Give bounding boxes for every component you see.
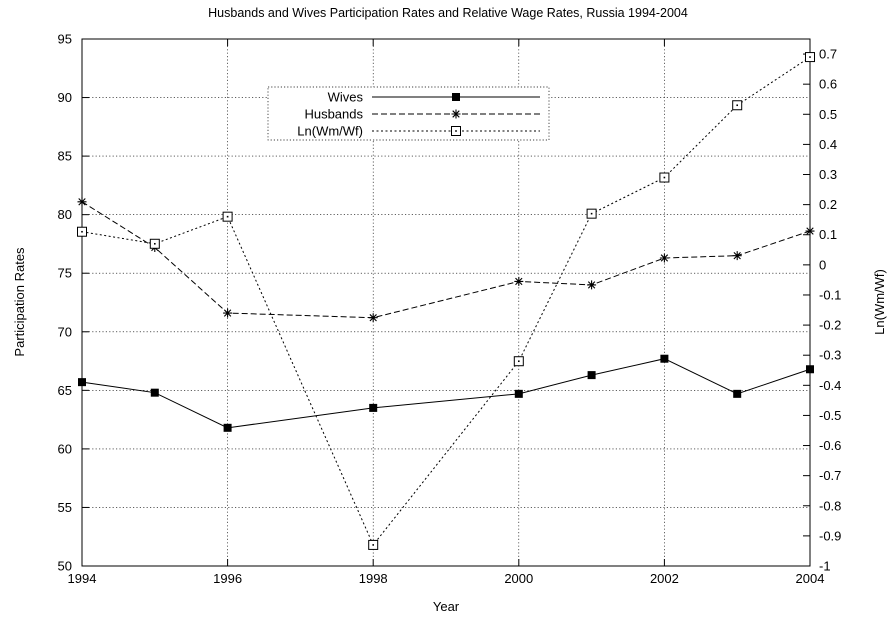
series-husbands bbox=[77, 197, 815, 323]
data-point-husbands bbox=[514, 276, 524, 286]
data-point-husbands bbox=[368, 313, 378, 323]
data-point-husbands bbox=[659, 253, 669, 263]
legend-label: Husbands bbox=[304, 107, 363, 122]
y2-tick-label: -0.9 bbox=[819, 528, 841, 543]
y-tick-label: 90 bbox=[58, 90, 72, 105]
y-tick-label: 95 bbox=[58, 32, 72, 47]
legend-label: Ln(Wm/Wf) bbox=[297, 124, 363, 139]
x-tick-label: 2004 bbox=[796, 571, 825, 586]
legend-marker bbox=[451, 126, 461, 136]
data-point-ln-wm-wf bbox=[513, 356, 524, 367]
y2-tick-label: 0.5 bbox=[819, 107, 837, 122]
data-point-ln-wm-wf bbox=[805, 52, 815, 63]
data-point-ln-wm-wf bbox=[659, 172, 670, 183]
y2-tick-label: -0.8 bbox=[819, 498, 841, 513]
data-point-wives bbox=[78, 378, 86, 387]
legend-marker bbox=[451, 109, 461, 119]
y2-tick-label: 0.4 bbox=[819, 137, 837, 152]
y2-tick-label: -1 bbox=[819, 559, 831, 574]
data-point-wives bbox=[514, 389, 523, 398]
series-wives bbox=[78, 354, 814, 432]
data-point-husbands bbox=[732, 251, 742, 261]
data-point-wives bbox=[660, 354, 669, 363]
data-point-wives bbox=[150, 388, 159, 397]
x-tick-label: 2002 bbox=[650, 571, 679, 586]
y2-tick-label: -0.2 bbox=[819, 318, 841, 333]
y-tick-label: 50 bbox=[58, 559, 72, 574]
axes-layer: 1994 1996 1998 2000 2002 2004 50 55 60 65 70 75 80 85… bbox=[58, 32, 842, 587]
data-point-husbands bbox=[77, 197, 87, 207]
legend-marker bbox=[452, 93, 460, 101]
y2-tick-label: -0.4 bbox=[819, 378, 841, 393]
y-axis-label: Participation Rates bbox=[12, 247, 27, 357]
data-point-wives bbox=[369, 403, 378, 412]
chart-title: Husbands and Wives Participation Rates a… bbox=[208, 6, 688, 20]
data-point-wives bbox=[733, 389, 742, 398]
data-point-ln-wm-wf bbox=[368, 539, 379, 550]
data-point-ln-wm-wf bbox=[149, 238, 160, 249]
plot-frame bbox=[81, 38, 811, 567]
y-tick-label: 75 bbox=[58, 266, 72, 281]
data-point-husbands bbox=[587, 280, 597, 290]
series-line-wives bbox=[81, 358, 811, 429]
y-tick-label: 65 bbox=[58, 383, 72, 398]
y2-tick-label: 0.2 bbox=[819, 197, 837, 212]
y2-tick-label: -0.5 bbox=[819, 408, 841, 423]
x-tick-label: 2000 bbox=[504, 571, 533, 586]
y-tick-label: 80 bbox=[58, 207, 72, 222]
data-point-ln-wm-wf bbox=[732, 100, 743, 111]
x-tick-label: 1996 bbox=[213, 571, 242, 586]
data-point-husbands bbox=[805, 226, 815, 236]
y-tick-label: 70 bbox=[58, 324, 72, 339]
y2-tick-label: -0.3 bbox=[819, 348, 841, 363]
legend-label: Wives bbox=[328, 90, 364, 105]
y2-tick-label: 0.6 bbox=[819, 77, 837, 92]
y2-tick-label: 0.7 bbox=[819, 47, 837, 62]
y-tick-label: 60 bbox=[58, 441, 72, 456]
y2-tick-label: 0 bbox=[819, 257, 826, 272]
legend: Wives Husbands Ln(Wm/Wf) bbox=[267, 86, 550, 141]
y2-tick-label: 0.1 bbox=[819, 227, 837, 242]
series-line-husbands bbox=[81, 201, 811, 319]
series-ln-wm-wf bbox=[77, 52, 815, 550]
y2-tick-label: -0.7 bbox=[819, 468, 841, 483]
y2-tick-label: -0.1 bbox=[819, 287, 841, 302]
data-point-wives bbox=[806, 365, 814, 374]
data-point-wives bbox=[587, 371, 596, 380]
y2-tick-label: 0.3 bbox=[819, 167, 837, 182]
x-axis-label: Year bbox=[433, 599, 460, 614]
y-tick-label: 55 bbox=[58, 500, 72, 515]
series-layer bbox=[77, 52, 815, 550]
data-point-ln-wm-wf bbox=[77, 226, 87, 237]
data-point-ln-wm-wf bbox=[222, 211, 233, 222]
data-point-husbands bbox=[223, 308, 233, 318]
data-point-ln-wm-wf bbox=[586, 208, 597, 219]
data-point-wives bbox=[223, 423, 232, 432]
x-tick-label: 1994 bbox=[68, 571, 97, 586]
y-tick-label: 85 bbox=[58, 149, 72, 164]
series-line-ln-wm-wf bbox=[81, 56, 811, 546]
x-tick-label: 1998 bbox=[359, 571, 388, 586]
y2-axis-label: Ln(Wm/Wf) bbox=[872, 269, 887, 335]
y2-tick-label: -0.6 bbox=[819, 438, 841, 453]
